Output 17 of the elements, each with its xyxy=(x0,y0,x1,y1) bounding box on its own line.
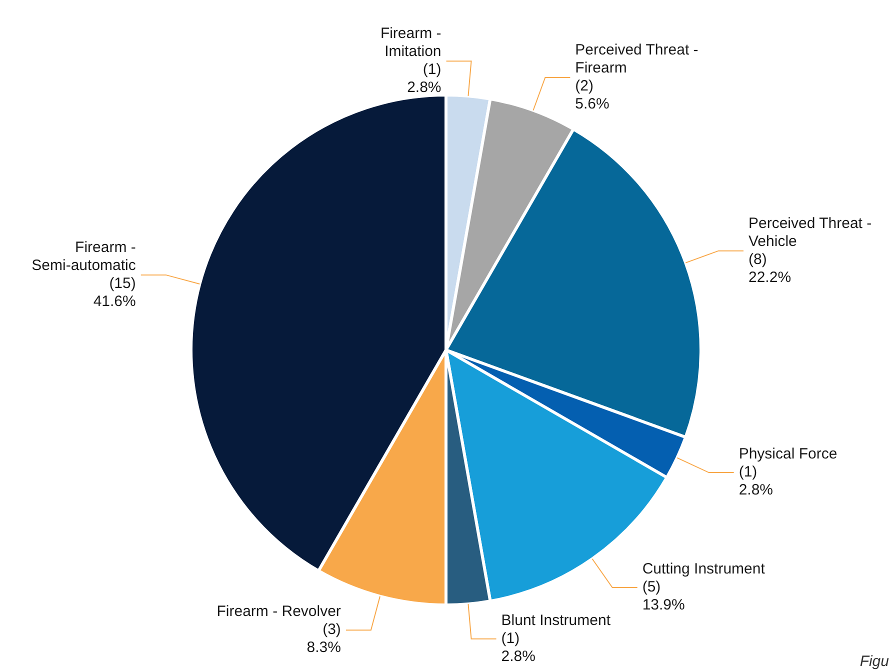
data-label: (2) 5.6% xyxy=(575,77,610,112)
slice-label: Firearm - Imitation xyxy=(380,25,442,60)
slice-label: Perceived Threat - Firearm xyxy=(575,41,698,76)
slice-label: Firearm - Revolver xyxy=(216,603,341,620)
slice-label: Physical Force xyxy=(738,446,838,463)
slice-label: Cutting Instrument xyxy=(642,560,766,578)
slice-label: Firearm - Semi-automatic xyxy=(32,238,136,274)
data-label: (3) 8.3% xyxy=(306,621,341,656)
data-label: (1) 2.8% xyxy=(738,464,774,499)
data-label: (8) 22.2% xyxy=(748,250,792,286)
slice-label: Perceived Threat - Vehicle xyxy=(748,214,872,250)
data-label: (15) 41.6% xyxy=(93,274,136,310)
data-label: (1) 2.8% xyxy=(501,630,536,665)
slice-label: Blunt Instrument xyxy=(501,612,612,629)
data-label: (5) 13.9% xyxy=(642,578,685,614)
data-label: (1) 2.8% xyxy=(407,61,442,96)
text: Figu xyxy=(860,653,889,670)
